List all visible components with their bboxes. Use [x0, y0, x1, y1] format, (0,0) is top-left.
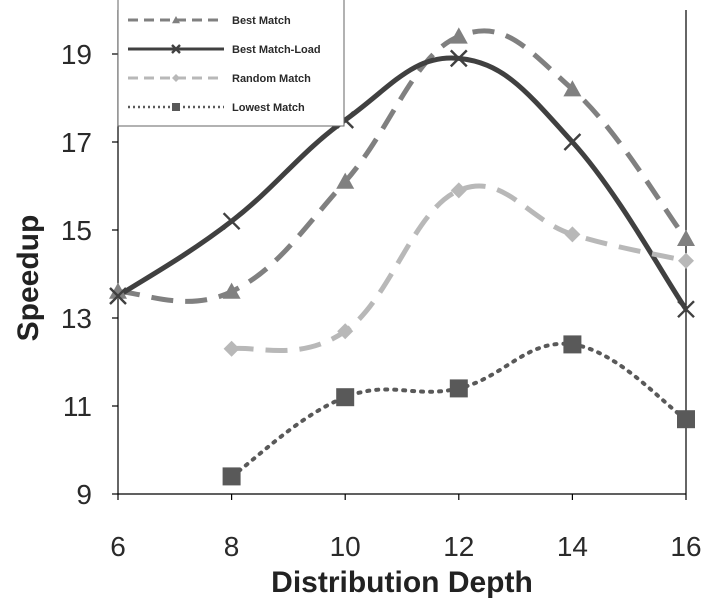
- y-tick-label: 11: [63, 391, 92, 422]
- data-point-marker: [563, 80, 582, 97]
- data-point-marker: [222, 212, 241, 231]
- data-point-marker: [677, 229, 695, 246]
- data-point-marker: [223, 340, 240, 357]
- legend-label: Lowest Match: [232, 102, 305, 114]
- data-point-marker: [563, 133, 582, 151]
- legend-label: Random Match: [232, 73, 311, 85]
- data-point-marker: [678, 252, 694, 269]
- data-point-marker: [677, 410, 695, 429]
- y-axis-title: Speedup: [12, 215, 45, 342]
- data-point-marker: [337, 323, 354, 340]
- legend-box: [117, 0, 345, 127]
- series-line: [231, 183, 687, 354]
- tick-marks: [112, 53, 687, 500]
- legend: Best Match Best Match-Load Random Match Low…: [117, 0, 345, 127]
- data-point-marker: [109, 287, 127, 305]
- data-point-marker: [449, 49, 468, 68]
- data-point-marker: [109, 282, 127, 299]
- x-tick-label: 12: [443, 531, 474, 562]
- data-point-marker: [449, 379, 468, 398]
- x-tick-label: 10: [330, 531, 361, 562]
- data-point-marker: [677, 300, 695, 319]
- data-point-marker: [564, 226, 581, 243]
- x-tick-label: 14: [557, 531, 588, 562]
- legend-swatch-marker: [171, 44, 181, 54]
- legend-swatch-marker: [172, 16, 180, 24]
- y-tick-label: 15: [61, 215, 92, 246]
- tick-labels: 9 11 13 15 17 19 6 8 10 12 14 16: [61, 39, 701, 562]
- series-line: [229, 341, 688, 479]
- x-tick-label: 16: [670, 531, 701, 562]
- data-point-marker: [222, 467, 241, 486]
- x-tick-label: 8: [224, 531, 240, 562]
- data-point-marker: [336, 388, 355, 407]
- data-point-marker: [563, 335, 582, 354]
- data-point-marker: [450, 182, 467, 199]
- y-tick-label: 19: [61, 39, 92, 70]
- y-tick-label: 17: [61, 127, 92, 158]
- data-point-marker: [449, 27, 468, 44]
- data-point-marker: [336, 172, 355, 189]
- legend-swatch-marker: [172, 74, 180, 82]
- y-tick-label: 9: [76, 479, 92, 510]
- series-markers: [109, 27, 695, 486]
- legend-label: Best Match-Load: [232, 44, 321, 56]
- y-tick-label: 13: [61, 303, 92, 334]
- legend-swatch-marker: [172, 103, 180, 111]
- x-tick-label: 6: [110, 531, 126, 562]
- legend-label: Best Match: [232, 15, 291, 27]
- x-axis-title: Distribution Depth: [271, 566, 533, 599]
- data-point-marker: [222, 282, 241, 299]
